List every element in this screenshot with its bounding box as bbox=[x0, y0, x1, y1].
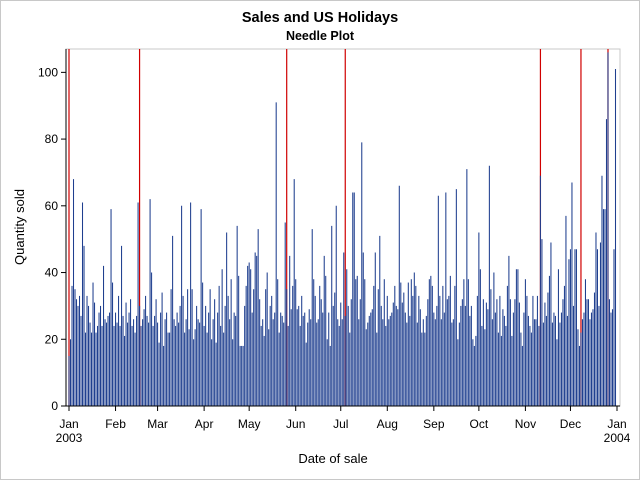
x-tick-label: Jul bbox=[333, 417, 348, 431]
y-axis-ticks: 0 20 40 60 80 100 bbox=[38, 65, 66, 413]
sales-needles bbox=[68, 52, 617, 406]
y-tick-label: 40 bbox=[45, 266, 59, 280]
y-axis-label: Quantity sold bbox=[12, 189, 27, 265]
x-tick-label: Jun bbox=[286, 417, 305, 431]
chart-title: Sales and US Holidays bbox=[241, 10, 399, 26]
x-tick-label: Feb bbox=[105, 417, 126, 431]
x-tick-label: Mar bbox=[147, 417, 168, 431]
x-tick-label: Jan bbox=[59, 417, 78, 431]
x-tick-label: Apr bbox=[195, 417, 214, 431]
x-tick-label: Jan bbox=[607, 417, 626, 431]
x-tick-label: Sep bbox=[423, 417, 445, 431]
x-tick-label: May bbox=[238, 417, 261, 431]
plot-area bbox=[65, 48, 621, 407]
x-tick-label: Nov bbox=[515, 417, 536, 431]
x-tick-label: Aug bbox=[377, 417, 398, 431]
x-tick-label: Oct bbox=[470, 417, 489, 431]
x-axis-label: Date of sale bbox=[298, 451, 367, 466]
x-tick-year-label: 2004 bbox=[604, 431, 631, 445]
y-tick-label: 0 bbox=[51, 399, 58, 413]
chart-subtitle: Needle Plot bbox=[285, 29, 355, 43]
y-tick-label: 60 bbox=[45, 199, 59, 213]
y-tick-label: 100 bbox=[38, 65, 58, 79]
x-tick-label: Dec bbox=[560, 417, 581, 431]
x-tick-year-label: 2003 bbox=[56, 431, 83, 445]
y-tick-label: 80 bbox=[45, 132, 59, 146]
y-tick-label: 20 bbox=[45, 332, 59, 346]
